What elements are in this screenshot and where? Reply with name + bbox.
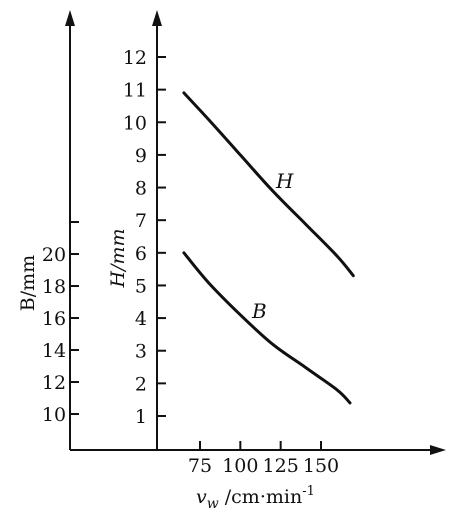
left-axis-arrow xyxy=(65,10,75,26)
left-axis-tick-label: 18 xyxy=(42,276,66,298)
right-axis-tick-label: 1 xyxy=(135,406,147,428)
left-axis-tick-label: 20 xyxy=(42,244,66,266)
left-axis-label: B/mm xyxy=(17,255,39,311)
x-axis-label-rest: /cm·min xyxy=(219,486,302,508)
right-axis-tick-label: 6 xyxy=(135,243,147,265)
right-axis-tick-label: 4 xyxy=(135,308,147,330)
x-axis-label-symbol: v xyxy=(196,486,207,508)
right-axis-tick-label: 8 xyxy=(135,178,147,200)
x-axis-tick-label: 125 xyxy=(263,455,299,477)
left-axis-tick-label: 14 xyxy=(42,340,66,362)
right-axis-tick-label: 12 xyxy=(123,47,147,69)
right-axis-tick-label: 10 xyxy=(123,112,147,134)
series-label-h: H xyxy=(275,169,294,193)
series-line-h xyxy=(182,91,355,278)
x-axis-tick-label: 150 xyxy=(303,455,339,477)
right-axis-tick-label: 2 xyxy=(135,373,147,395)
right-axis-arrow xyxy=(152,10,162,26)
x-axis-tick-label: 75 xyxy=(188,455,212,477)
left-axis-tick-label: 10 xyxy=(42,404,66,426)
left-axis-tick-label: 12 xyxy=(42,372,66,394)
right-axis-tick-label: 11 xyxy=(123,80,147,102)
right-axis-tick-label: 3 xyxy=(135,341,147,363)
right-axis-tick-label: 7 xyxy=(135,210,147,232)
right-axis-tick-label: 5 xyxy=(135,275,147,297)
series-line-b xyxy=(182,251,352,405)
x-axis-label-superscript: -1 xyxy=(302,484,315,499)
x-axis-label: vw /cm·min-1 xyxy=(196,484,315,512)
x-axis-label-subscript: w xyxy=(207,496,219,512)
curves: HB xyxy=(182,91,355,405)
right-axis-tick-label: 9 xyxy=(135,145,147,167)
x-axis-arrow xyxy=(430,445,446,455)
x-axis-tick-label: 100 xyxy=(222,455,258,477)
x-axis-ticks: 75 100 125 150 xyxy=(188,441,339,477)
series-label-b: B xyxy=(251,299,267,323)
left-axis-ticks: 10 12 14 16 18 20 xyxy=(42,221,79,426)
right-axis-label: H/mm xyxy=(107,228,129,288)
left-axis-tick-label: 16 xyxy=(42,308,66,330)
axes xyxy=(65,10,446,455)
